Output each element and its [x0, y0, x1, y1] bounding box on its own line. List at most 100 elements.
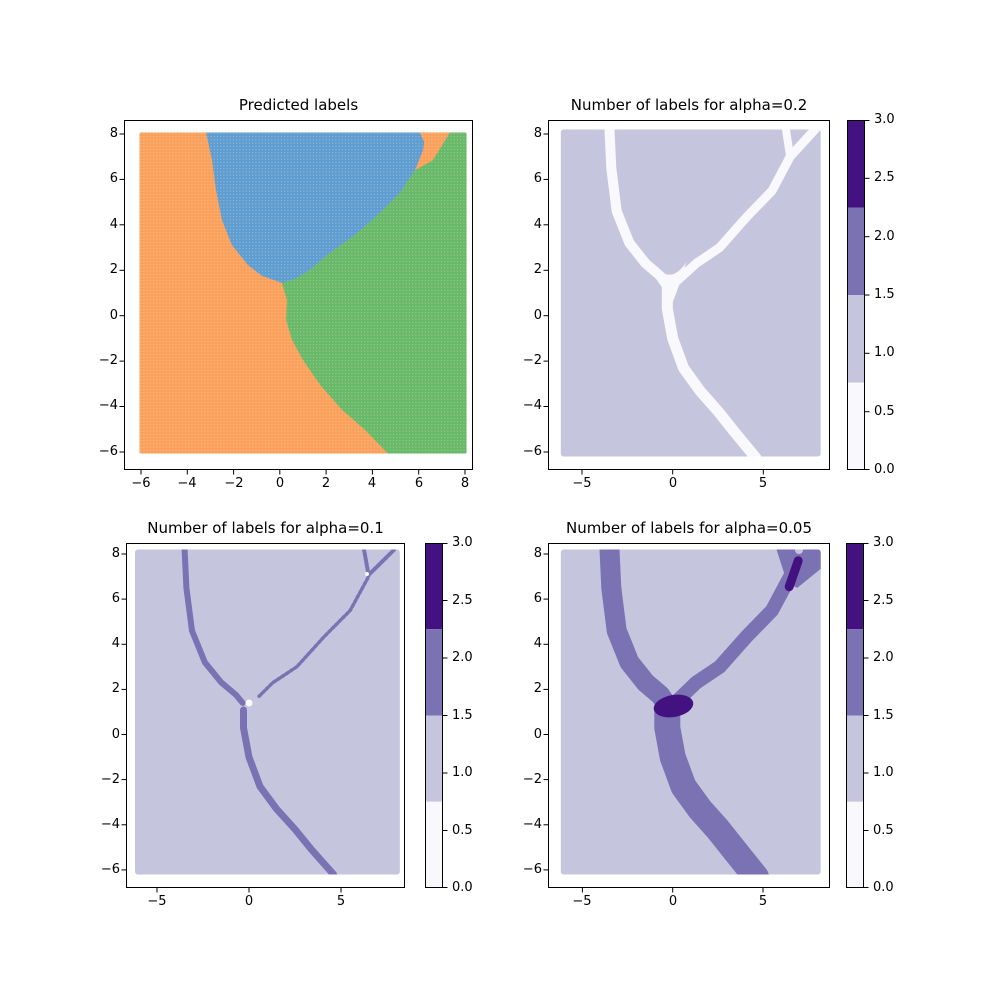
x-tick-label: 8: [460, 476, 470, 491]
colorbar-tick-label: 1.5: [874, 287, 895, 302]
x-tick-label: −4: [177, 476, 197, 491]
band-branch-b-split: [362, 549, 371, 578]
colorbar-tick-label: 2.0: [452, 650, 473, 665]
x-tick-marks: [581, 470, 764, 475]
y-tick-label: −2: [98, 353, 118, 368]
y-tick-label: 4: [109, 217, 118, 232]
x-tick-label: 5: [758, 894, 768, 909]
y-tick-label: 8: [533, 126, 542, 141]
band-branch-b-dotted: [257, 574, 371, 698]
colorbar-tick-label: 0.5: [452, 823, 473, 838]
x-tick-label: 0: [275, 476, 285, 491]
y-tick-label: 4: [533, 217, 542, 232]
y-tick-label: −6: [100, 862, 120, 877]
x-tick-label: −5: [147, 894, 167, 909]
colorbar-tick-label: 2.0: [874, 229, 895, 244]
y-tick-label: 0: [111, 727, 120, 742]
colorbar-alpha01: [425, 543, 448, 888]
y-tick-label: 8: [109, 126, 118, 141]
corner-dark-streak: [784, 556, 803, 592]
plot3-title: Number of labels for alpha=0.1: [147, 519, 384, 537]
y-tick-label: 4: [111, 636, 120, 651]
colorbar-segment-0: [847, 382, 865, 470]
plot4-canvas: [543, 543, 830, 893]
colorbar-outline: [846, 543, 864, 888]
colorbar-alpha02: [847, 120, 870, 470]
y-tick-marks: [543, 553, 548, 871]
colorbar-tick-label: 2.5: [452, 593, 473, 608]
y-tick-label: 0: [109, 308, 118, 323]
x-tick-label: 4: [367, 476, 377, 491]
y-tick-label: −6: [522, 444, 542, 459]
colorbar-outline: [847, 120, 865, 470]
x-tick-marks: [581, 888, 764, 893]
colorbar-segment-0: [846, 801, 864, 888]
heatmap-background-1label: [134, 549, 400, 875]
scatter-dot-texture: [139, 132, 467, 454]
colorbar-alpha005: [846, 543, 869, 888]
x-tick-label: 0: [244, 894, 254, 909]
axes-spine: [548, 543, 830, 888]
axes-spine: [126, 543, 405, 888]
x-tick-label: 5: [758, 476, 768, 491]
band-branch-a-lower: [661, 278, 762, 457]
y-tick-label: 8: [111, 546, 120, 561]
colorbar-tick-marks: [864, 543, 869, 888]
y-tick-label: −4: [98, 398, 118, 413]
colorbar-tick-label: 3.0: [874, 112, 895, 127]
y-tick-label: −4: [522, 817, 542, 832]
y-tick-label: −2: [100, 772, 120, 787]
x-tick-label: −2: [224, 476, 244, 491]
band-branch-b: [668, 569, 798, 710]
colorbar-tick-marks: [865, 120, 870, 470]
junction-white-wedge: [658, 262, 687, 303]
x-tick-label: 6: [414, 476, 424, 491]
y-tick-label: 4: [533, 636, 542, 651]
junction-dark-blob: [653, 694, 694, 718]
corner-white-dot: [365, 572, 369, 576]
y-tick-label: −6: [98, 444, 118, 459]
y-tick-label: −4: [522, 398, 542, 413]
colorbar-tick-label: 3.0: [452, 535, 473, 550]
colorbar-tick-label: 2.5: [874, 170, 895, 185]
colorbar-tick-label: 0.0: [452, 880, 473, 895]
x-tick-label: −5: [572, 894, 592, 909]
band-branch-a-upper: [599, 549, 678, 716]
x-tick-marks: [156, 888, 342, 893]
y-tick-label: −6: [522, 862, 542, 877]
x-tick-label: 5: [336, 894, 346, 909]
colorbar-tick-label: 1.0: [873, 765, 894, 780]
x-tick-marks: [140, 470, 466, 475]
colorbar-segment-3: [846, 543, 864, 630]
y-tick-label: 6: [533, 171, 542, 186]
y-tick-label: −2: [522, 772, 542, 787]
colorbar-tick-label: 1.0: [452, 765, 473, 780]
colorbar-tick-label: 1.5: [452, 708, 473, 723]
y-tick-label: 2: [533, 262, 542, 277]
y-tick-marks: [121, 553, 126, 871]
colorbar-tick-label: 0.5: [873, 823, 894, 838]
colorbar-tick-label: 1.5: [873, 708, 894, 723]
colorbar-segment-2: [846, 629, 864, 716]
colorbar-tick-label: 2.5: [873, 593, 894, 608]
colorbar-tick-label: 3.0: [873, 535, 894, 550]
x-tick-label: 0: [668, 476, 678, 491]
x-tick-label: −5: [572, 476, 592, 491]
colorbar-segment-1: [425, 715, 443, 802]
x-tick-label: 2: [321, 476, 331, 491]
colorbar-tick-marks: [443, 543, 448, 888]
junction-white-dot: [245, 699, 253, 707]
y-tick-label: 0: [533, 727, 542, 742]
colorbar-tick-label: 1.0: [874, 345, 895, 360]
band-branch-a-upper: [604, 129, 673, 292]
colorbar-tick-label: 2.0: [873, 650, 894, 665]
colorbar-tick-label: 0.5: [874, 404, 895, 419]
colorbar-tick-label: 0.0: [874, 462, 895, 477]
colorbar-segment-2: [425, 629, 443, 716]
y-tick-label: 2: [109, 262, 118, 277]
band-branch-a-upper: [181, 549, 246, 706]
y-tick-marks: [119, 133, 124, 453]
colorbar-segment-0: [425, 801, 443, 888]
top-edge-notch: [795, 549, 803, 554]
band-branch-b-split: [781, 129, 795, 161]
